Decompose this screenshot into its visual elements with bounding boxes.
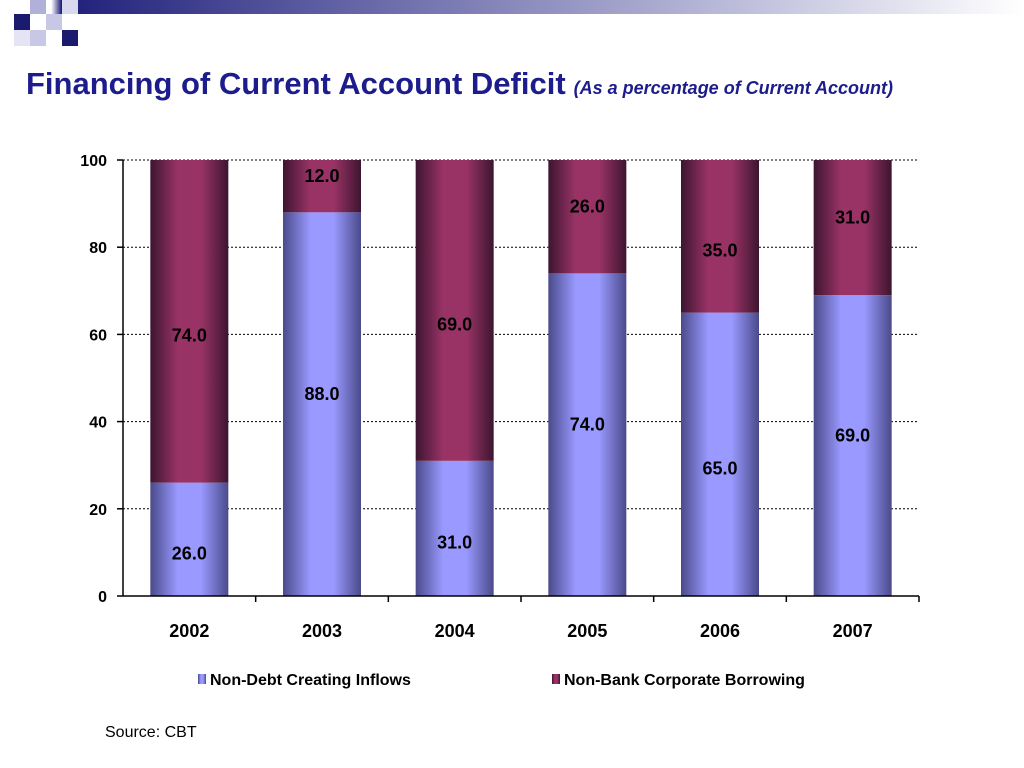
- data-label-non-bank-corporate-borrowing: 35.0: [702, 240, 737, 260]
- legend-label: Non-Debt Creating Inflows: [210, 672, 411, 689]
- x-tick-label: 2002: [169, 621, 209, 641]
- page-title-block: Financing of Current Account Deficit (As …: [26, 66, 893, 102]
- page-title: Financing of Current Account Deficit: [26, 66, 566, 101]
- data-label-non-bank-corporate-borrowing: 26.0: [570, 197, 605, 217]
- y-tick-label: 60: [89, 327, 107, 344]
- bar-segment-non-bank-corporate-borrowing: [681, 160, 759, 313]
- bar-segment-non-debt-creating-inflows: [548, 273, 627, 596]
- source-note: Source: CBT: [105, 724, 197, 741]
- bar-segment-non-debt-creating-inflows: [681, 312, 759, 596]
- x-tick-label: 2003: [302, 621, 342, 641]
- bar-segment-non-bank-corporate-borrowing: [283, 160, 361, 213]
- data-label-non-debt-creating-inflows: 65.0: [702, 458, 737, 478]
- legend-swatch: [552, 674, 560, 684]
- x-tick-label: 2007: [833, 621, 873, 641]
- data-label-non-bank-corporate-borrowing: 69.0: [437, 314, 472, 334]
- bar-segment-non-bank-corporate-borrowing: [415, 160, 494, 461]
- header-band-mask: [0, 14, 1024, 62]
- x-tick-label: 2005: [567, 621, 607, 641]
- legend-swatch: [198, 674, 206, 684]
- y-tick-label: 80: [89, 240, 107, 257]
- bar-segment-non-debt-creating-inflows: [283, 212, 361, 596]
- legend-label: Non-Bank Corporate Borrowing: [564, 672, 805, 689]
- data-label-non-bank-corporate-borrowing: 12.0: [304, 166, 339, 186]
- corner-square-2: [30, 0, 46, 14]
- corner-square-3: [46, 14, 62, 30]
- corner-square-7: [62, 30, 78, 46]
- y-tick-label: 100: [80, 153, 107, 170]
- bar-segment-non-debt-creating-inflows: [813, 295, 892, 596]
- data-label-non-debt-creating-inflows: 88.0: [304, 384, 339, 404]
- data-label-non-debt-creating-inflows: 26.0: [172, 543, 207, 563]
- bar-segment-non-bank-corporate-borrowing: [150, 160, 229, 483]
- x-tick-label: 2006: [700, 621, 740, 641]
- data-label-non-debt-creating-inflows: 74.0: [570, 415, 605, 435]
- y-tick-label: 40: [89, 415, 107, 432]
- y-tick-label: 20: [89, 502, 107, 519]
- corner-square-5: [62, 0, 78, 14]
- corner-square-6: [14, 30, 30, 46]
- data-label-non-bank-corporate-borrowing: 31.0: [835, 208, 870, 228]
- bar-segment-non-bank-corporate-borrowing: [548, 160, 627, 274]
- bar-segment-non-debt-creating-inflows: [150, 482, 229, 596]
- x-tick-label: 2004: [435, 621, 475, 641]
- data-label-non-debt-creating-inflows: 31.0: [437, 532, 472, 552]
- corner-square-1: [14, 14, 30, 30]
- data-label-non-debt-creating-inflows: 69.0: [835, 426, 870, 446]
- data-label-non-bank-corporate-borrowing: 74.0: [172, 325, 207, 345]
- bar-segment-non-debt-creating-inflows: [415, 460, 494, 596]
- bar-segment-non-bank-corporate-borrowing: [813, 160, 892, 296]
- corner-square-4: [30, 30, 46, 46]
- y-tick-label: 0: [98, 589, 107, 606]
- page-subtitle: (As a percentage of Current Account): [573, 78, 894, 98]
